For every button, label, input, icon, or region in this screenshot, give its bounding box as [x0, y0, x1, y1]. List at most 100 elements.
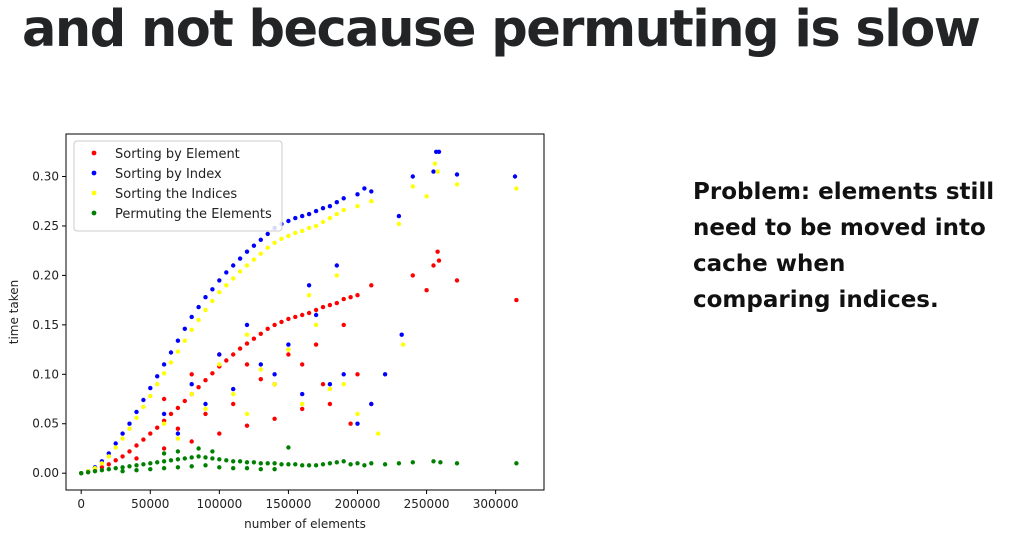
- point-sorting-by-element-39: [348, 295, 353, 300]
- point-permuting-the-elements-3: [99, 468, 105, 473]
- point-sorting-by-element-26: [258, 331, 263, 336]
- point-sorting-the-indices-61: [341, 382, 346, 387]
- point-permuting-the-elements-8: [134, 463, 139, 468]
- point-sorting-by-element-28: [272, 322, 277, 328]
- point-sorting-by-element-66: [435, 249, 440, 254]
- point-sorting-by-element-29: [279, 319, 284, 325]
- point-sorting-by-element-33: [306, 310, 312, 316]
- point-sorting-the-indices-41: [396, 221, 402, 227]
- point-permuting-the-elements-9: [141, 462, 146, 467]
- point-sorting-by-element-38: [341, 296, 346, 302]
- point-sorting-the-indices-3: [99, 461, 105, 466]
- point-sorting-by-element-32: [300, 312, 305, 318]
- point-permuting-the-elements-13: [168, 458, 174, 463]
- note-line: Problem: elements still: [693, 179, 995, 205]
- point-sorting-by-element-13: [168, 411, 174, 417]
- y-tick-label: 0.10: [32, 367, 59, 381]
- point-permuting-the-elements-31: [293, 462, 298, 467]
- point-sorting-the-indices-57: [231, 391, 236, 397]
- point-sorting-the-indices-31: [293, 230, 298, 236]
- point-sorting-by-element-73: [320, 382, 326, 387]
- point-sorting-by-index-22: [231, 263, 236, 268]
- x-tick-label: 250000: [404, 497, 450, 511]
- point-sorting-by-index-19: [210, 287, 215, 292]
- legend-marker: [91, 210, 97, 216]
- point-permuting-the-elements-59: [272, 467, 277, 472]
- point-sorting-the-indices-55: [175, 436, 181, 441]
- point-sorting-by-index-26: [258, 237, 263, 242]
- point-sorting-the-indices-17: [196, 317, 201, 323]
- legend-label: Sorting the Indices: [115, 187, 237, 202]
- point-sorting-by-index-40: [362, 186, 367, 191]
- point-sorting-the-indices-33: [306, 225, 312, 231]
- point-sorting-by-index-35: [320, 206, 326, 211]
- point-sorting-by-element-69: [424, 288, 429, 293]
- point-sorting-the-indices-14: [175, 349, 181, 354]
- point-sorting-by-element-11: [155, 425, 160, 430]
- point-sorting-by-element-31: [293, 314, 298, 320]
- point-permuting-the-elements-48: [454, 461, 460, 466]
- point-permuting-the-elements-40: [355, 461, 360, 466]
- point-sorting-by-element-30: [286, 316, 291, 322]
- x-tick-label: 200000: [335, 497, 381, 511]
- point-sorting-the-indices-50: [217, 362, 222, 367]
- point-sorting-the-indices-49: [189, 391, 194, 397]
- point-sorting-by-index-10: [148, 385, 153, 391]
- x-tick-label: 100000: [196, 497, 242, 511]
- plot-frame: [65, 133, 545, 491]
- point-sorting-by-element-36: [327, 302, 333, 308]
- point-permuting-the-elements-62: [196, 446, 201, 451]
- point-sorting-the-indices-26: [258, 251, 263, 256]
- point-permuting-the-elements-49: [514, 461, 519, 466]
- point-sorting-by-index-39: [355, 192, 360, 197]
- point-sorting-by-index-7: [127, 421, 132, 426]
- point-permuting-the-elements-54: [203, 463, 208, 468]
- point-sorting-by-index-32: [300, 213, 305, 219]
- point-permuting-the-elements-43: [382, 462, 388, 467]
- point-sorting-by-index-68: [399, 332, 404, 337]
- point-sorting-by-element-45: [217, 431, 222, 436]
- point-permuting-the-elements-26: [258, 461, 263, 466]
- point-sorting-the-indices-67: [244, 411, 250, 417]
- point-sorting-by-element-27: [265, 326, 270, 331]
- point-sorting-the-indices-21: [224, 283, 229, 288]
- point-sorting-the-indices-47: [424, 194, 429, 199]
- point-sorting-the-indices-6: [120, 436, 125, 441]
- point-permuting-the-elements-50: [148, 467, 153, 472]
- point-permuting-the-elements-20: [217, 457, 222, 462]
- point-sorting-by-index-18: [203, 295, 208, 300]
- point-sorting-by-element-23: [237, 346, 243, 351]
- point-sorting-by-index-50: [189, 382, 194, 387]
- point-permuting-the-elements-58: [258, 467, 263, 472]
- point-sorting-by-index-34: [313, 208, 319, 214]
- point-permuting-the-elements-30: [286, 462, 291, 467]
- point-sorting-by-index-53: [272, 372, 277, 377]
- point-sorting-the-indices-9: [141, 404, 146, 410]
- point-sorting-by-element-61: [175, 426, 181, 431]
- point-sorting-by-index-8: [134, 409, 139, 415]
- point-permuting-the-elements-65: [134, 468, 139, 473]
- point-sorting-the-indices-7: [127, 426, 132, 431]
- point-sorting-by-element-22: [231, 352, 236, 357]
- y-tick-label: 0.20: [32, 268, 59, 282]
- x-axis: 0 50000 100000 150000 200000 250000 300000: [77, 490, 519, 511]
- point-permuting-the-elements-61: [175, 449, 181, 454]
- point-sorting-by-index-20: [217, 278, 222, 283]
- point-sorting-the-indices-43: [432, 161, 438, 166]
- point-sorting-by-element-68: [454, 278, 460, 283]
- point-sorting-by-index-21: [224, 270, 229, 275]
- point-sorting-by-element-18: [203, 378, 208, 383]
- point-permuting-the-elements-7: [127, 464, 132, 469]
- point-sorting-by-index-5: [113, 441, 118, 446]
- point-permuting-the-elements-37: [334, 460, 339, 465]
- point-sorting-the-indices-54: [327, 386, 333, 392]
- point-sorting-by-index-52: [244, 322, 250, 328]
- point-sorting-by-element-42: [134, 456, 139, 461]
- point-sorting-the-indices-13: [168, 360, 174, 365]
- point-sorting-the-indices-39: [355, 204, 360, 209]
- legend-label: Permuting the Elements: [115, 207, 272, 222]
- x-tick-label: 300000: [473, 497, 519, 511]
- point-permuting-the-elements-10: [148, 461, 153, 466]
- legend-marker: [91, 170, 97, 176]
- point-sorting-by-index-24: [244, 249, 250, 254]
